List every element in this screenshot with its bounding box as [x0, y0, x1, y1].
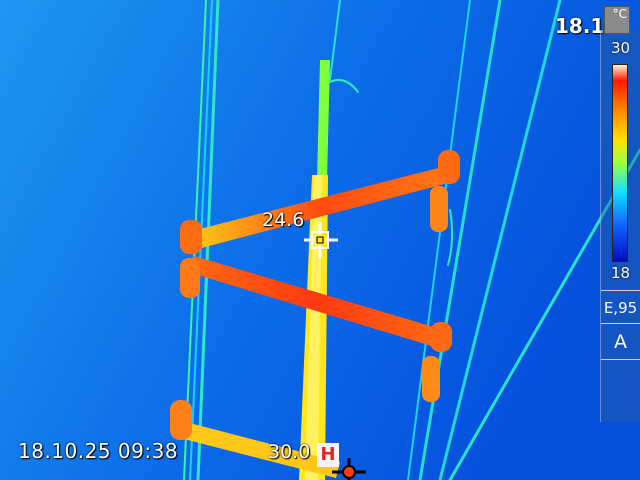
hotspot-badge: H: [317, 443, 339, 467]
spot-crosshair[interactable]: [304, 222, 338, 258]
color-scale-bar: [612, 64, 628, 262]
scale-max-label: 30: [611, 39, 631, 57]
spot-temperature-label: 24.6: [262, 209, 305, 231]
unit-icon: °C: [604, 6, 630, 34]
insulators: [170, 150, 460, 440]
cross-arms: [172, 166, 452, 478]
timestamp: 18.10.25 09:38: [18, 439, 179, 463]
max-temperature-readout: 18.1: [555, 14, 605, 38]
hotspot-temperature-label: 30.0: [268, 441, 311, 463]
auto-range-button[interactable]: A: [601, 324, 640, 360]
hotspot-marker[interactable]: [332, 458, 366, 480]
emissivity-button[interactable]: E,95: [601, 290, 640, 324]
scale-min-label: 18: [611, 264, 631, 282]
